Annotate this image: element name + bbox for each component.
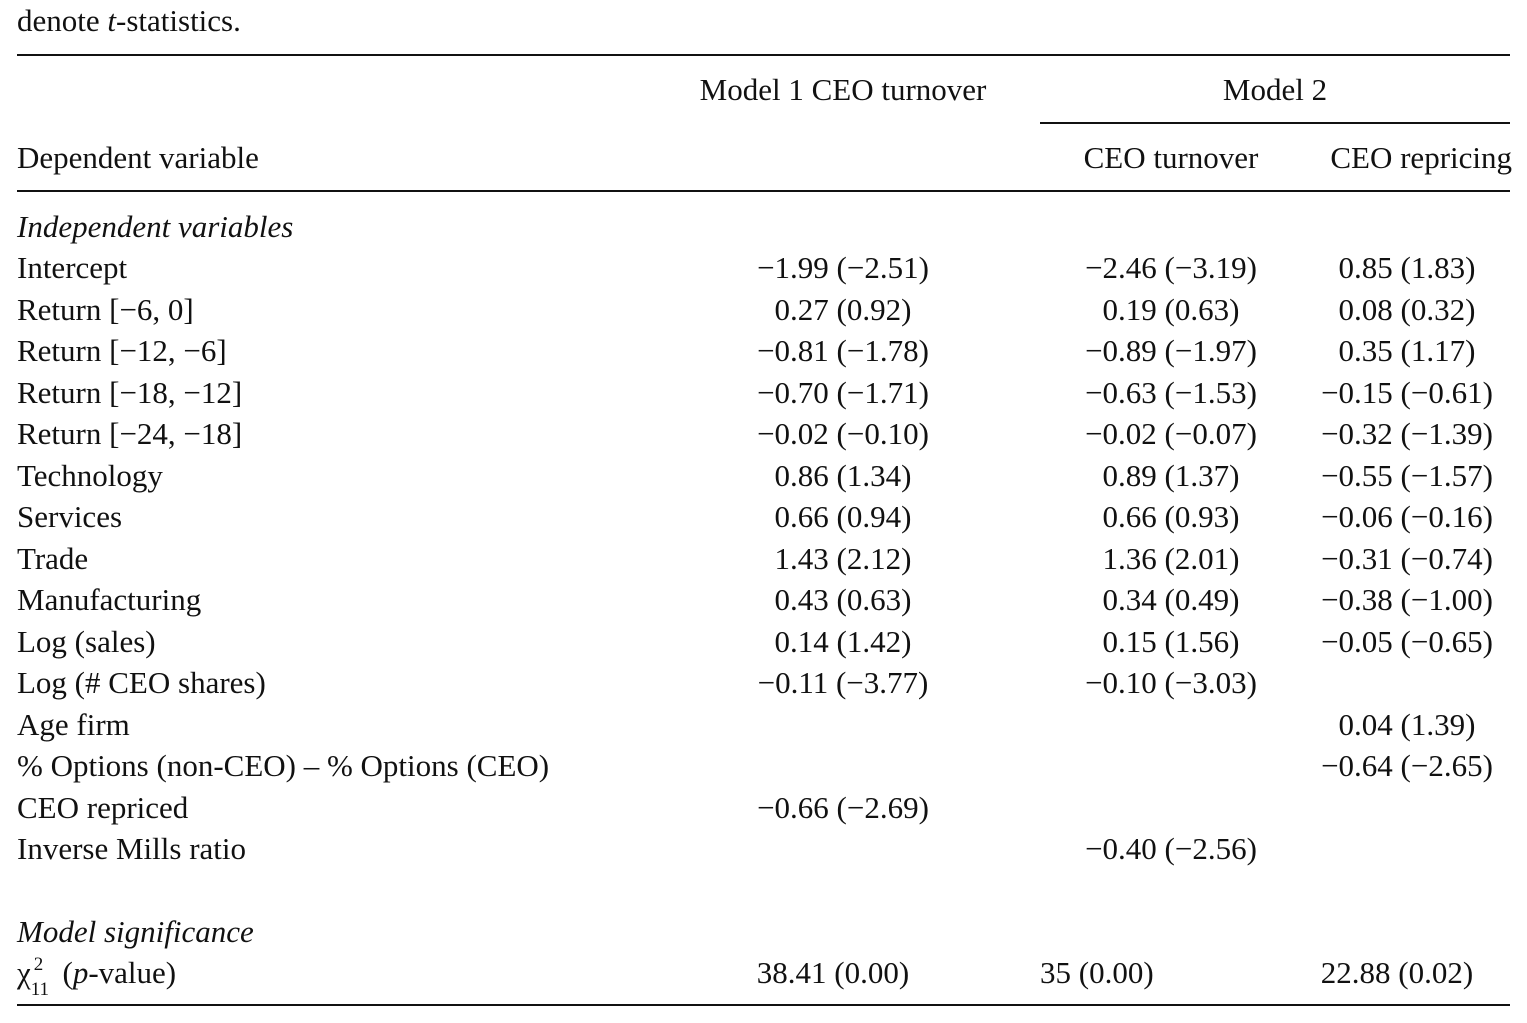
row-label: Log (# CEO shares)	[17, 665, 266, 700]
cell-model2-repricing: −0.05 (−0.65)	[1321, 624, 1493, 659]
cell-model2-repricing: 0.85 (1.83)	[1338, 250, 1476, 285]
row-label: Return [−12, −6]	[17, 333, 227, 368]
cell-model2-repricing: −0.15 (−0.61)	[1321, 375, 1493, 410]
chi-model2-turnover-value: 35 (0.00)	[1040, 955, 1154, 990]
section-independent-variables: Independent variables	[17, 209, 294, 244]
cell-model1: 0.14 (1.42)	[774, 624, 912, 659]
caption-text-post: -statistics.	[116, 3, 241, 38]
cell-model2-turnover: 0.34 (0.49)	[1102, 582, 1240, 617]
cell-model2-turnover: −0.40 (−2.56)	[1085, 831, 1257, 866]
cell-model1: 0.66 (0.94)	[774, 499, 912, 534]
cell-model2-repricing: 0.35 (1.17)	[1338, 333, 1476, 368]
model2-span-rule	[1040, 122, 1510, 124]
row-label: Services	[17, 499, 123, 534]
cell-model2-turnover: 0.15 (1.56)	[1102, 624, 1240, 659]
cell-model2-repricing: −0.38 (−1.00)	[1321, 582, 1493, 617]
table-bottom-rule	[17, 1004, 1510, 1006]
row-label: CEO repriced	[17, 790, 189, 825]
cell-model2-turnover: −2.46 (−3.19)	[1085, 250, 1257, 285]
chi-symbol: χ	[17, 955, 31, 990]
row-label: Age firm	[17, 707, 130, 742]
chi-model2-repricing-value: 22.88 (0.02)	[1320, 955, 1474, 990]
cell-model1: −0.66 (−2.69)	[757, 790, 929, 825]
row-label: Return [−18, −12]	[17, 375, 243, 410]
cell-model2-repricing: −0.06 (−0.16)	[1321, 499, 1493, 534]
header-model2-repricing: CEO repricing	[1330, 140, 1512, 175]
cell-model2-turnover: 0.89 (1.37)	[1102, 458, 1240, 493]
row-label: Technology	[17, 458, 163, 493]
chi-model1-value: 38.41 (0.00)	[756, 955, 910, 990]
header-model1: Model 1 CEO turnover	[699, 72, 987, 107]
cell-model2-repricing: 0.08 (0.32)	[1338, 292, 1476, 327]
cell-model1: −0.70 (−1.71)	[757, 375, 929, 410]
cell-model2-turnover: −0.89 (−1.97)	[1085, 333, 1257, 368]
row-label: Inverse Mills ratio	[17, 831, 247, 866]
table-top-rule	[17, 54, 1510, 56]
cell-model2-turnover: −0.10 (−3.03)	[1085, 665, 1257, 700]
chi-text-pre: (	[54, 955, 73, 990]
section-model-significance: Model significance	[17, 914, 254, 949]
row-label: Log (sales)	[17, 624, 156, 659]
cell-model1: −0.11 (−3.77)	[757, 665, 929, 700]
cell-model2-turnover: 0.19 (0.63)	[1102, 292, 1240, 327]
row-label: Intercept	[17, 250, 128, 285]
row-label: % Options (non-CEO) – % Options (CEO)	[17, 748, 550, 783]
row-label: Trade	[17, 541, 89, 576]
cell-model2-repricing: −0.55 (−1.57)	[1321, 458, 1493, 493]
header-model2: Model 2	[1222, 72, 1328, 107]
cell-model2-repricing: 0.04 (1.39)	[1338, 707, 1476, 742]
cell-model1: −1.99 (−2.51)	[757, 250, 929, 285]
cell-model1: −0.81 (−1.78)	[757, 333, 929, 368]
cell-model2-repricing: −0.64 (−2.65)	[1321, 748, 1493, 783]
cell-model2-turnover: 1.36 (2.01)	[1102, 541, 1240, 576]
cell-model2-turnover: −0.63 (−1.53)	[1085, 375, 1257, 410]
row-label: Return [−6, 0]	[17, 292, 194, 327]
cell-model1: 0.43 (0.63)	[774, 582, 912, 617]
header-model2-turnover: CEO turnover	[1083, 140, 1259, 175]
header-dependent-variable: Dependent variable	[17, 140, 259, 175]
caption-fragment: denote t-statistics.	[17, 5, 241, 36]
cell-model2-repricing: −0.32 (−1.39)	[1321, 416, 1493, 451]
chi-text-italic: p	[72, 955, 89, 990]
cell-model2-turnover: −0.02 (−0.07)	[1085, 416, 1257, 451]
chi-square-label: χ 2 11 (p-value)	[17, 954, 177, 1000]
cell-model2-repricing: −0.31 (−0.74)	[1321, 541, 1493, 576]
table-header-rule	[17, 190, 1510, 192]
cell-model2-turnover: 0.66 (0.93)	[1102, 499, 1240, 534]
caption-text-pre: denote	[17, 3, 108, 38]
row-label: Return [−24, −18]	[17, 416, 243, 451]
chi-text-post: -value)	[88, 955, 177, 990]
cell-model1: 0.86 (1.34)	[774, 458, 912, 493]
cell-model1: 1.43 (2.12)	[774, 541, 912, 576]
cell-model1: −0.02 (−0.10)	[757, 416, 929, 451]
caption-text-italic: t	[107, 3, 117, 38]
cell-model1: 0.27 (0.92)	[774, 292, 912, 327]
row-label: Manufacturing	[17, 582, 202, 617]
